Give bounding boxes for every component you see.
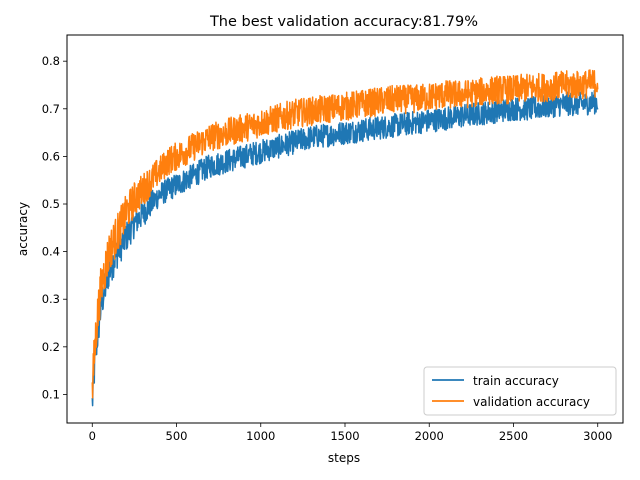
y-tick-label: 0.8: [42, 54, 60, 68]
y-axis-label: accuracy: [16, 202, 30, 256]
legend-label-validation: validation accuracy: [473, 395, 590, 409]
series-line-train: [91, 89, 599, 407]
x-tick-label: 1500: [330, 429, 359, 443]
y-tick-label: 0.1: [42, 387, 60, 401]
y-tick-label: 0.5: [42, 197, 60, 211]
series-line-validation: [91, 69, 599, 399]
y-axis: 0.1 0.2 0.3 0.4 0.5 0.6 0.7 0.8: [42, 54, 67, 401]
x-axis-label: steps: [328, 451, 360, 465]
x-tick-label: 500: [166, 429, 188, 443]
series-layer: [91, 69, 599, 407]
legend-frame: [423, 366, 617, 416]
y-tick-label: 0.4: [42, 245, 60, 259]
y-tick-label: 0.6: [42, 149, 60, 163]
y-tick-label: 0.7: [42, 102, 60, 116]
x-tick-label: 3000: [583, 429, 612, 443]
x-tick-label: 2500: [499, 429, 528, 443]
x-tick-label: 2000: [415, 429, 444, 443]
legend: train accuracy validation accuracy: [423, 366, 617, 416]
x-tick-label: 0: [89, 429, 96, 443]
y-tick-label: 0.3: [42, 292, 60, 306]
x-axis: 0 500 1000 1500 2000 2500 3000: [89, 423, 612, 443]
chart-title: The best validation accuracy:81.79%: [209, 14, 478, 30]
x-tick-label: 1000: [246, 429, 275, 443]
legend-label-train: train accuracy: [473, 374, 559, 388]
y-tick-label: 0.2: [42, 340, 60, 354]
